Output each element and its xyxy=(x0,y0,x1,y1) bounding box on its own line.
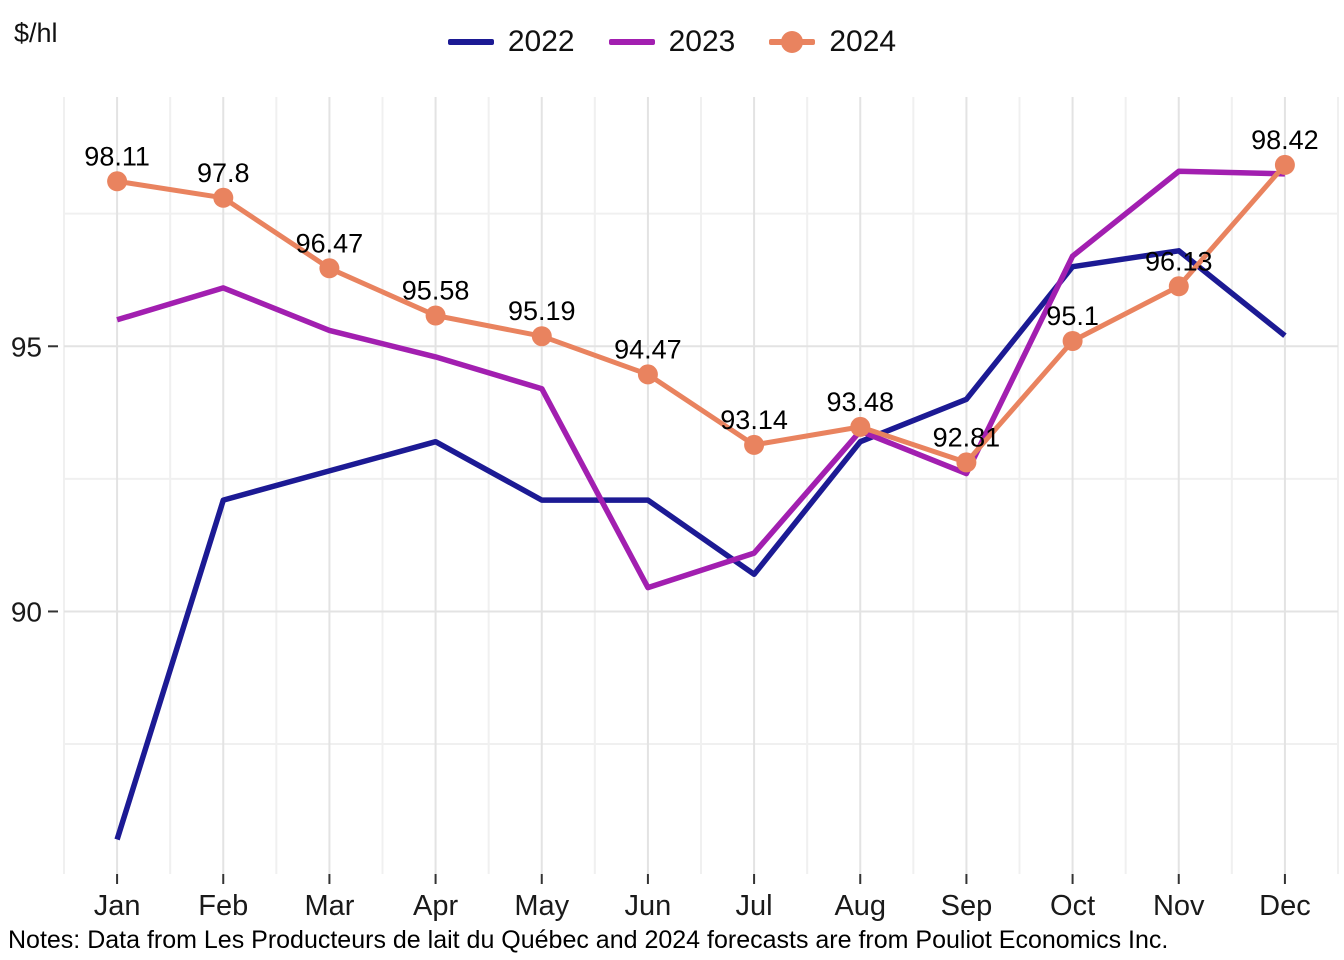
y-tick-label: 95 xyxy=(11,331,42,362)
plot-area: 90 95 Jan Feb Mar Apr May Jun Jul Aug Sep Oct Nov Dec… xyxy=(11,97,1339,922)
x-tick-label: Oct xyxy=(1050,890,1095,922)
data-point-label-2024: 93.14 xyxy=(720,405,788,435)
data-point-label-2024: 95.1 xyxy=(1046,301,1099,331)
y-tick-label: 90 xyxy=(11,596,42,627)
data-point-2024 xyxy=(1274,154,1295,175)
x-tick-label: Dec xyxy=(1259,890,1311,922)
x-tick-label: Feb xyxy=(198,890,248,922)
legend-label-2024: 2024 xyxy=(829,25,897,58)
legend-line-swatch-2022 xyxy=(447,39,494,45)
data-point-label-2024: 93.48 xyxy=(826,387,894,417)
data-point-label-2024: 96.13 xyxy=(1145,246,1213,276)
data-point-label-2024: 94.47 xyxy=(614,334,682,364)
data-point-2024 xyxy=(531,326,552,347)
legend-item-2024[interactable]: 2024 xyxy=(769,25,896,59)
data-point-2024 xyxy=(637,364,658,385)
legend-label-2022: 2022 xyxy=(507,25,575,58)
data-point-2024 xyxy=(319,258,340,279)
data-point-2024 xyxy=(107,171,128,192)
data-point-2024 xyxy=(744,434,765,455)
legend-label-2023: 2023 xyxy=(668,25,736,58)
chart-notes: Notes: Data from Les Producteurs de lait… xyxy=(8,926,1169,954)
data-point-2024 xyxy=(425,305,446,326)
x-tick-label: Sep xyxy=(941,890,993,922)
data-point-label-2024: 96.47 xyxy=(296,228,364,258)
series-line-2024 xyxy=(116,163,1287,465)
x-tick-label: Aug xyxy=(834,890,886,922)
x-tick-label: May xyxy=(514,890,569,922)
x-tick-label: Jun xyxy=(625,890,672,922)
data-point-2024 xyxy=(1062,331,1083,351)
x-tick-label: Nov xyxy=(1153,890,1205,922)
legend-item-2023[interactable]: 2023 xyxy=(608,25,736,59)
legend: 2022 2023 2024 xyxy=(0,16,1344,68)
series-line-2022 xyxy=(114,248,1287,841)
x-tick-label: Mar xyxy=(304,890,354,922)
x-tick-label: Jul xyxy=(736,890,773,922)
data-point-label-2024: 98.11 xyxy=(84,141,150,171)
legend-line-swatch-2023 xyxy=(608,39,655,45)
series-line-2023 xyxy=(116,168,1285,591)
y-axis-unit-label: $/hl xyxy=(14,18,58,48)
data-point-label-2024: 98.42 xyxy=(1251,125,1319,155)
data-point-label-2024: 95.58 xyxy=(402,276,470,306)
data-point-label-2024: 95.19 xyxy=(508,296,576,326)
legend-marker-dot-2024 xyxy=(781,31,804,53)
data-point-2024 xyxy=(956,452,977,473)
legend-item-2022[interactable]: 2022 xyxy=(447,25,575,59)
data-point-2024 xyxy=(850,416,871,437)
data-point-2024 xyxy=(1168,276,1189,297)
data-point-label-2024: 97.8 xyxy=(197,158,250,188)
data-point-2024 xyxy=(213,187,234,208)
x-tick-label: Apr xyxy=(413,890,458,922)
data-point-label-2024: 92.81 xyxy=(933,422,1001,452)
x-tick-label: Jan xyxy=(94,890,141,922)
legend-line-swatch-2024 xyxy=(769,31,816,53)
